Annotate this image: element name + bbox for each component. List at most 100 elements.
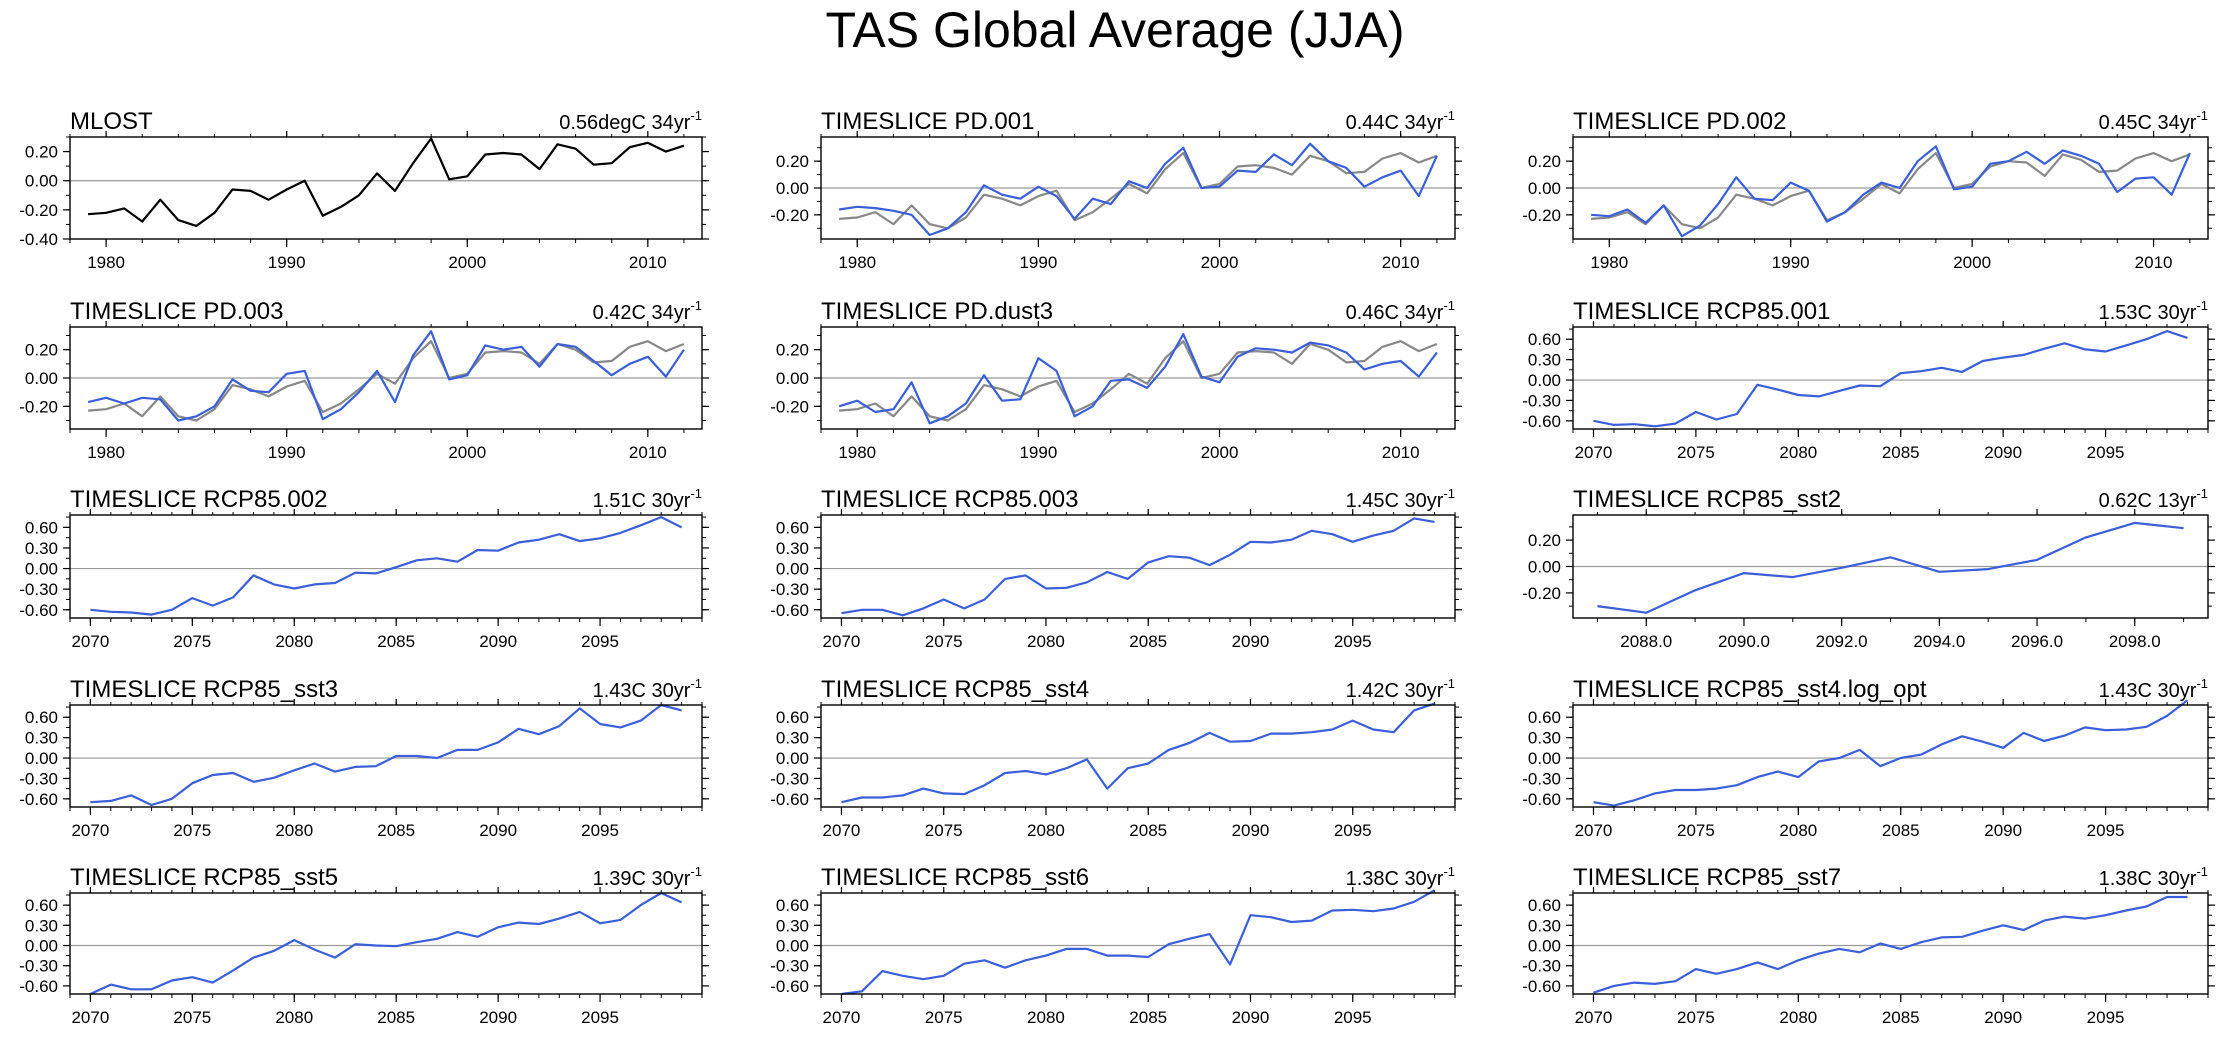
x-tick-label: 2095: [1334, 821, 1372, 840]
x-tick-label: 2000: [448, 253, 486, 272]
x-tick-label: 2070: [823, 1008, 861, 1027]
panel-trend-label: 1.51C 30yr-1: [593, 486, 702, 512]
series-line-1: [841, 517, 1435, 617]
series-line-1: [90, 703, 682, 807]
x-tick-label: 2090: [1984, 443, 2022, 462]
x-tick-label: 1980: [87, 443, 125, 462]
x-tick-label: 2085: [377, 1008, 415, 1027]
x-tick-label: 2090: [1984, 1008, 2022, 1027]
x-tick-label: 2000: [1201, 253, 1239, 272]
series-line-1: [1593, 895, 2188, 994]
y-tick-label: -0.20: [1522, 206, 1561, 225]
panel-title: TIMESLICE RCP85.002: [70, 486, 327, 513]
panel-timeslice-rcp85-sst7: TIMESLICE RCP85_sst7 1.38C 30yr-1 -0.60-0.…: [1522, 864, 2215, 1027]
x-tick-label: 2080: [275, 632, 313, 651]
panel-timeslice-rcp85-sst3: TIMESLICE RCP85_sst3 1.43C 30yr-1 -0.60 -0.…: [19, 676, 709, 840]
series-line-2: [87, 330, 685, 422]
panel-trend-superscript: -1: [690, 486, 702, 501]
panel-trend-superscript: -1: [1443, 298, 1455, 313]
series-line-1: [89, 891, 683, 995]
y-tick-label: 0.00: [25, 937, 58, 956]
series-line-1: [1591, 152, 2191, 230]
x-tick-label: 1980: [1590, 253, 1628, 272]
panel-trend-label: 1.38C 30yr-1: [1346, 864, 1455, 890]
x-tick-label: 2085: [1129, 632, 1167, 651]
y-tick-label: 0.30: [25, 729, 58, 748]
y-tick-label: 0.00: [25, 172, 58, 191]
x-tick-label: 2085: [1882, 821, 1920, 840]
figure-title: TAS Global Average (JJA): [825, 2, 1405, 58]
x-tick-label: 2095: [1334, 632, 1372, 651]
x-tick-label: 2092.0: [1816, 632, 1868, 651]
series-line-1: [88, 137, 685, 227]
panel-title: TIMESLICE PD.002: [1573, 108, 1786, 135]
y-tick-label: 0.00: [1528, 558, 1561, 577]
panel-trend-superscript: -1: [2196, 486, 2208, 501]
x-tick-label: 1990: [268, 253, 306, 272]
panel-title: TIMESLICE RCP85_sst4.log_opt: [1573, 676, 1927, 703]
y-tick-label: -0.30: [19, 769, 58, 788]
x-tick-label: 2098.0: [2109, 632, 2161, 651]
x-tick-label: 2075: [173, 1008, 211, 1027]
panel-title: TIMESLICE PD.003: [70, 298, 283, 325]
panel-trend-label: 1.53C 30yr-1: [2099, 298, 2208, 324]
series-line-1: [841, 889, 1436, 996]
x-tick-label: 2085: [377, 632, 415, 651]
y-tick-label: 0.00: [25, 369, 58, 388]
y-tick-label: -0.60: [770, 790, 809, 809]
y-tick-label: -0.60: [1522, 977, 1561, 996]
x-tick-label: 2080: [1027, 821, 1065, 840]
y-tick-label: 0.00: [776, 560, 809, 579]
plot-frame: [1572, 892, 2209, 995]
y-tick-label: 0.00: [1528, 371, 1561, 390]
panel-trend-superscript: -1: [1443, 486, 1455, 501]
y-tick-label: -0.30: [770, 769, 809, 788]
x-tick-label: 2085: [1129, 821, 1167, 840]
y-tick-label: 0.00: [1528, 937, 1561, 956]
x-tick-label: 2075: [173, 821, 211, 840]
x-tick-label: 2080: [1027, 632, 1065, 651]
y-tick-label: 0.00: [1528, 749, 1561, 768]
series-line-1: [1593, 699, 2189, 807]
panel-title: TIMESLICE RCP85_sst5: [70, 864, 338, 891]
y-tick-label: 0.30: [1528, 729, 1561, 748]
panel-trend-label: 0.45C 34yr-1: [2099, 108, 2208, 134]
x-tick-label: 2070: [1575, 1008, 1613, 1027]
y-tick-label: 0.00: [1528, 179, 1561, 198]
x-tick-label: 2070: [823, 821, 861, 840]
x-tick-label: 2070: [71, 632, 109, 651]
panel-trend-label: 1.45C 30yr-1: [1346, 486, 1455, 512]
x-tick-label: 2010: [629, 253, 667, 272]
plot-frame: [820, 892, 1456, 995]
panel-trend-label: 0.44C 34yr-1: [1346, 108, 1455, 134]
y-tick-label: 0.00: [776, 749, 809, 768]
plot-frame: [1572, 704, 2209, 808]
x-tick-label: 2094.0: [1913, 632, 1965, 651]
panel-timeslice-pd-002: TIMESLICE PD.002 0.45C 34yr-1 -0.20 0.00 0.2…: [1522, 108, 2215, 272]
x-tick-label: 2090: [1232, 632, 1270, 651]
panel-title: TIMESLICE PD.dust3: [821, 298, 1053, 325]
x-tick-label: 1980: [838, 443, 876, 462]
y-tick-label: 0.00: [776, 369, 809, 388]
panel-timeslice-pd-001: TIMESLICE PD.001 0.44C 34yr-1 -0.20 0.00 0.2…: [770, 108, 1462, 272]
y-tick-label: 0.30: [1528, 916, 1561, 935]
plot-frame: [69, 892, 703, 995]
panel-timeslice-rcp85-sst2: TIMESLICE RCP85_sst2 0.62C 13yr-1 -0.20 0.0…: [1522, 486, 2215, 651]
x-tick-label: 2075: [925, 632, 963, 651]
x-tick-label: 2080: [1779, 821, 1817, 840]
x-tick-label: 2095: [581, 821, 619, 840]
y-tick-label: 0.60: [776, 708, 809, 727]
panel-trend-label: 1.43C 30yr-1: [593, 676, 702, 702]
series-line-1: [1597, 521, 2184, 614]
panel-trend-superscript: -1: [1443, 676, 1455, 691]
x-tick-label: 2090.0: [1718, 632, 1770, 651]
series-line-1: [1593, 330, 2188, 428]
y-tick-label: -0.60: [770, 601, 809, 620]
panel-trend-label: 0.62C 13yr-1: [2099, 486, 2208, 512]
y-tick-label: 0.30: [1528, 351, 1561, 370]
y-tick-label: 0.60: [776, 518, 809, 537]
x-tick-label: 2080: [275, 821, 313, 840]
plot-frame: [69, 136, 703, 240]
panel-timeslice-pd-dust3: TIMESLICE PD.dust3 0.46C 34yr-1 -0.20 0.00 0…: [770, 298, 1462, 462]
